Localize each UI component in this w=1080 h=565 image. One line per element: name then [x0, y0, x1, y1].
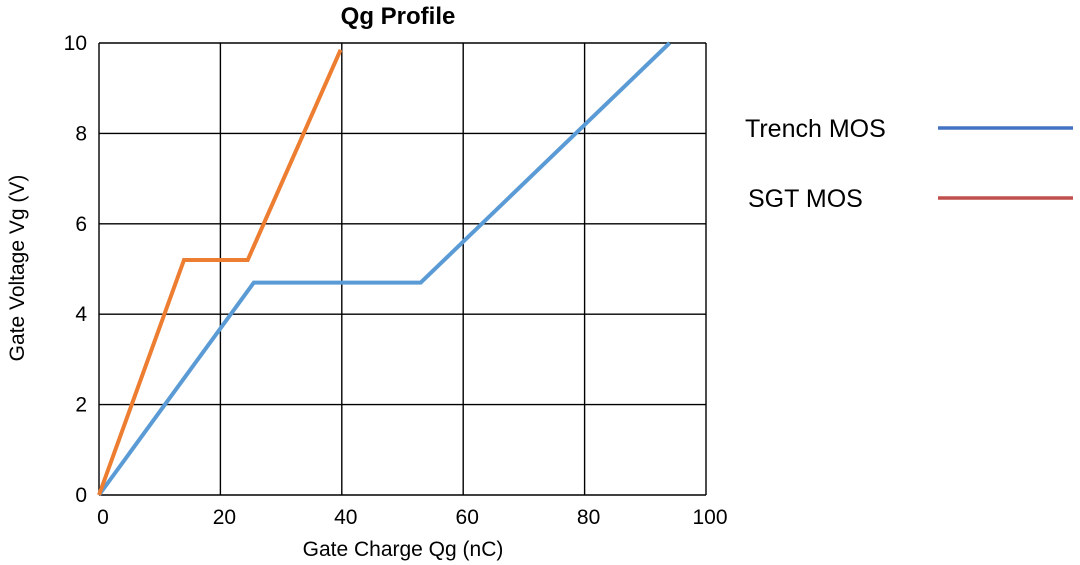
chart-title: Qg Profile	[341, 3, 456, 30]
x-tick-label: 40	[334, 506, 357, 529]
x-axis-label: Gate Charge Qg (nC)	[303, 538, 504, 561]
grid	[98, 42, 707, 496]
y-tick-label: 0	[75, 484, 87, 507]
series-line-1	[97, 48, 343, 496]
series-line-0	[97, 41, 671, 497]
x-tick-label: 20	[213, 506, 236, 529]
y-tick-label: 4	[75, 303, 87, 326]
x-tick-label: 60	[456, 506, 479, 529]
legend-label: Trench MOS	[745, 115, 886, 143]
y-tick-label: 8	[75, 122, 87, 145]
y-tick-label: 10	[64, 32, 87, 55]
legend-label: SGT MOS	[748, 185, 863, 213]
x-tick-label: 80	[577, 506, 600, 529]
x-tick-label: 100	[692, 506, 727, 529]
y-tick-label: 2	[75, 394, 87, 417]
y-tick-label: 6	[75, 213, 87, 236]
y-axis-label: Gate Voltage Vg (V)	[6, 175, 29, 362]
x-tick-label: 0	[97, 506, 109, 529]
legend: Trench MOS SGT MOS	[745, 115, 1073, 213]
series-lines	[97, 41, 671, 497]
y-tick-labels: 0 2 4 6 8 10	[64, 32, 88, 507]
x-tick-labels: 0 20 40 60 80 100	[97, 506, 727, 529]
